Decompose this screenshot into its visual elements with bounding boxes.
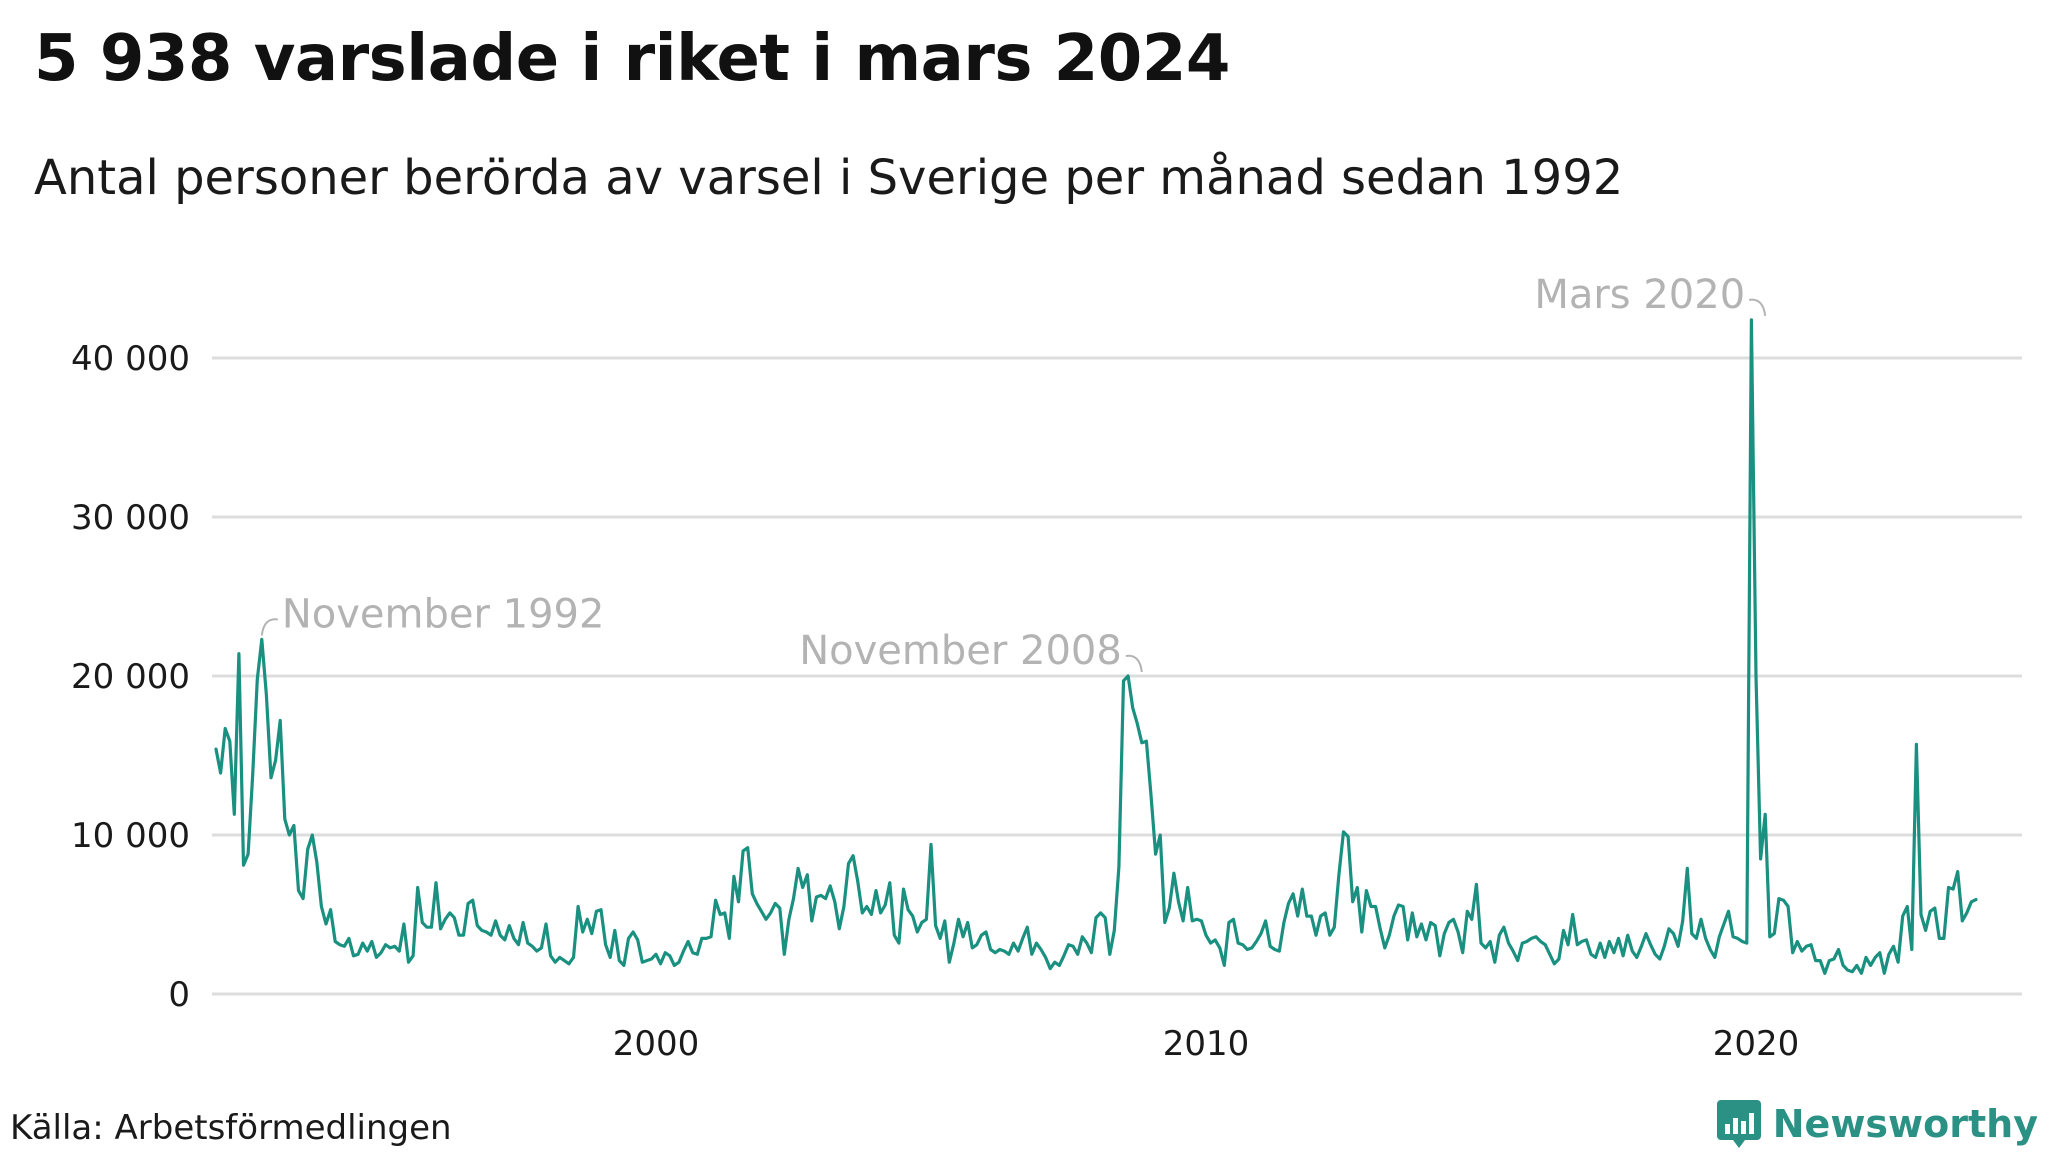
x-tick-label: 2010 [1163,1024,1250,1064]
newsworthy-logo-icon [1716,1100,1761,1148]
series-line [214,318,1978,975]
annotation: November 1992 [260,591,605,637]
y-tick-label: 10 000 [71,816,190,856]
brand-logo: Newsworthy [1715,1098,2038,1150]
y-tick-label: 0 [168,975,190,1015]
annotations: November 1992 November 2008 Mars 2020 [260,272,1767,674]
brand-name: Newsworthy [1772,1102,2038,1146]
y-tick-label: 20 000 [71,657,190,697]
series-group [214,318,1978,975]
gridlines [212,356,2022,996]
x-tick-label: 2020 [1713,1024,1800,1064]
source-note: Källa: Arbetsförmedlingen [10,1108,452,1148]
y-tick-label: 30 000 [71,498,190,538]
chart-subtitle: Antal personer berörda av varsel i Sveri… [34,150,1624,206]
annotation-label: November 2008 [799,628,1122,674]
annotation-connector [1125,654,1143,673]
y-axis-ticks: 0 10 000 20 000 30 000 40 000 [71,339,190,1015]
annotation-connector [1749,298,1767,316]
annotation-label: November 1992 [282,591,605,637]
annotation-label: Mars 2020 [1534,272,1745,318]
chart-title: 5 938 varslade i riket i mars 2024 [34,22,1230,96]
x-tick-label: 2000 [613,1024,700,1064]
y-tick-label: 40 000 [71,339,190,379]
annotation-connector [260,618,278,636]
annotation: November 2008 [799,628,1143,674]
x-axis-ticks: 2000 2010 2020 [613,1024,1800,1064]
line-chart: 0 10 000 20 000 30 000 40 000 2000 2010 2020 N… [71,272,2022,1064]
annotation: Mars 2020 [1534,272,1767,318]
